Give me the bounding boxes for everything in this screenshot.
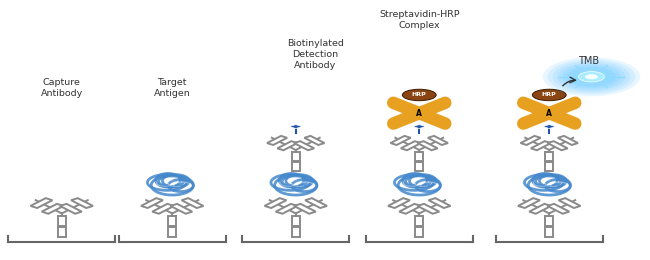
Text: A: A — [416, 109, 422, 118]
Bar — [170, 204, 192, 214]
Text: Streptavidin-HRP
Complex: Streptavidin-HRP Complex — [379, 10, 460, 30]
Circle shape — [578, 72, 604, 82]
Bar — [547, 141, 567, 150]
Bar — [141, 198, 163, 208]
Polygon shape — [543, 125, 556, 128]
Bar — [417, 141, 437, 150]
Bar — [292, 152, 300, 161]
Bar — [521, 136, 541, 145]
Circle shape — [543, 57, 640, 96]
Bar — [168, 227, 177, 237]
Bar — [415, 152, 423, 161]
Bar — [391, 136, 411, 145]
Bar — [168, 216, 177, 226]
Text: TMB: TMB — [578, 56, 599, 66]
Bar — [278, 141, 298, 150]
Bar — [276, 204, 298, 214]
Polygon shape — [413, 125, 426, 128]
Bar — [292, 227, 300, 237]
Polygon shape — [289, 125, 302, 128]
Text: A: A — [546, 109, 552, 118]
Bar — [545, 227, 554, 237]
Bar — [57, 227, 66, 237]
Text: Capture
Antibody: Capture Antibody — [40, 78, 83, 98]
Circle shape — [562, 65, 621, 88]
Bar — [428, 136, 448, 145]
Bar — [518, 198, 540, 208]
Bar — [31, 198, 53, 208]
Bar — [415, 162, 423, 171]
Bar — [415, 216, 424, 226]
Bar — [558, 136, 578, 145]
Ellipse shape — [532, 89, 566, 101]
Bar — [292, 162, 300, 171]
Bar — [399, 204, 421, 214]
Text: HRP: HRP — [412, 93, 426, 98]
Bar — [60, 204, 82, 214]
Bar — [415, 227, 424, 237]
Bar — [547, 204, 569, 214]
Bar — [304, 136, 324, 145]
Bar — [531, 141, 551, 150]
Circle shape — [585, 74, 598, 79]
Bar — [545, 162, 553, 171]
Bar — [529, 204, 551, 214]
Circle shape — [558, 63, 625, 90]
Bar — [294, 204, 316, 214]
Bar — [305, 198, 327, 208]
Bar — [388, 198, 410, 208]
Bar — [401, 141, 421, 150]
Bar — [71, 198, 93, 208]
Bar — [265, 198, 287, 208]
Text: Biotinylated
Detection
Antibody: Biotinylated Detection Antibody — [287, 39, 344, 70]
Bar — [545, 152, 553, 161]
Text: HRP: HRP — [542, 93, 556, 98]
Bar — [267, 136, 287, 145]
Ellipse shape — [402, 89, 436, 101]
Bar — [545, 216, 554, 226]
Bar — [417, 204, 439, 214]
Circle shape — [547, 59, 636, 94]
Circle shape — [567, 67, 616, 87]
Text: Target
Antigen: Target Antigen — [154, 78, 190, 98]
Bar — [294, 141, 314, 150]
Bar — [42, 204, 64, 214]
Bar — [181, 198, 203, 208]
Bar — [292, 216, 300, 226]
Bar — [428, 198, 450, 208]
Bar — [57, 216, 66, 226]
Circle shape — [552, 61, 630, 92]
Bar — [558, 198, 580, 208]
Bar — [152, 204, 174, 214]
